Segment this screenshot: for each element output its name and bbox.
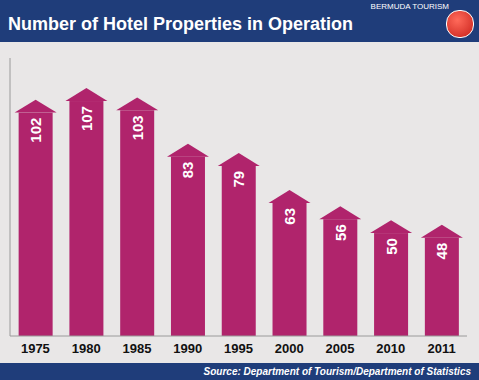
html-text:BERMUDA TOURISM: BERMUDA TOURISM <box>370 2 449 11</box>
svg-text:63: 63 <box>281 208 298 225</box>
svg-text:2010: 2010 <box>376 341 405 356</box>
svg-text:2000: 2000 <box>275 341 304 356</box>
svg-text:83: 83 <box>179 162 196 179</box>
svg-text:103: 103 <box>129 115 146 140</box>
svg-text:56: 56 <box>332 224 349 241</box>
svg-text:1995: 1995 <box>224 341 253 356</box>
svg-text:2005: 2005 <box>326 341 355 356</box>
svg-text:79: 79 <box>230 171 247 188</box>
svg-text:1985: 1985 <box>122 341 151 356</box>
svg-text:50: 50 <box>383 238 400 255</box>
svg-text:1980: 1980 <box>72 341 101 356</box>
html-text:Number of Hotel Properties in: Number of Hotel Properties in Operation <box>8 14 353 34</box>
svg-text:48: 48 <box>433 243 450 260</box>
svg-text:107: 107 <box>78 106 95 131</box>
svg-text:1990: 1990 <box>173 341 202 356</box>
html-text:Source: Department of Tourism/: Source: Department of Tourism/Department… <box>203 366 471 377</box>
svg-text:1975: 1975 <box>21 341 50 356</box>
svg-text:2011: 2011 <box>428 341 456 356</box>
svg-text:102: 102 <box>27 118 44 143</box>
